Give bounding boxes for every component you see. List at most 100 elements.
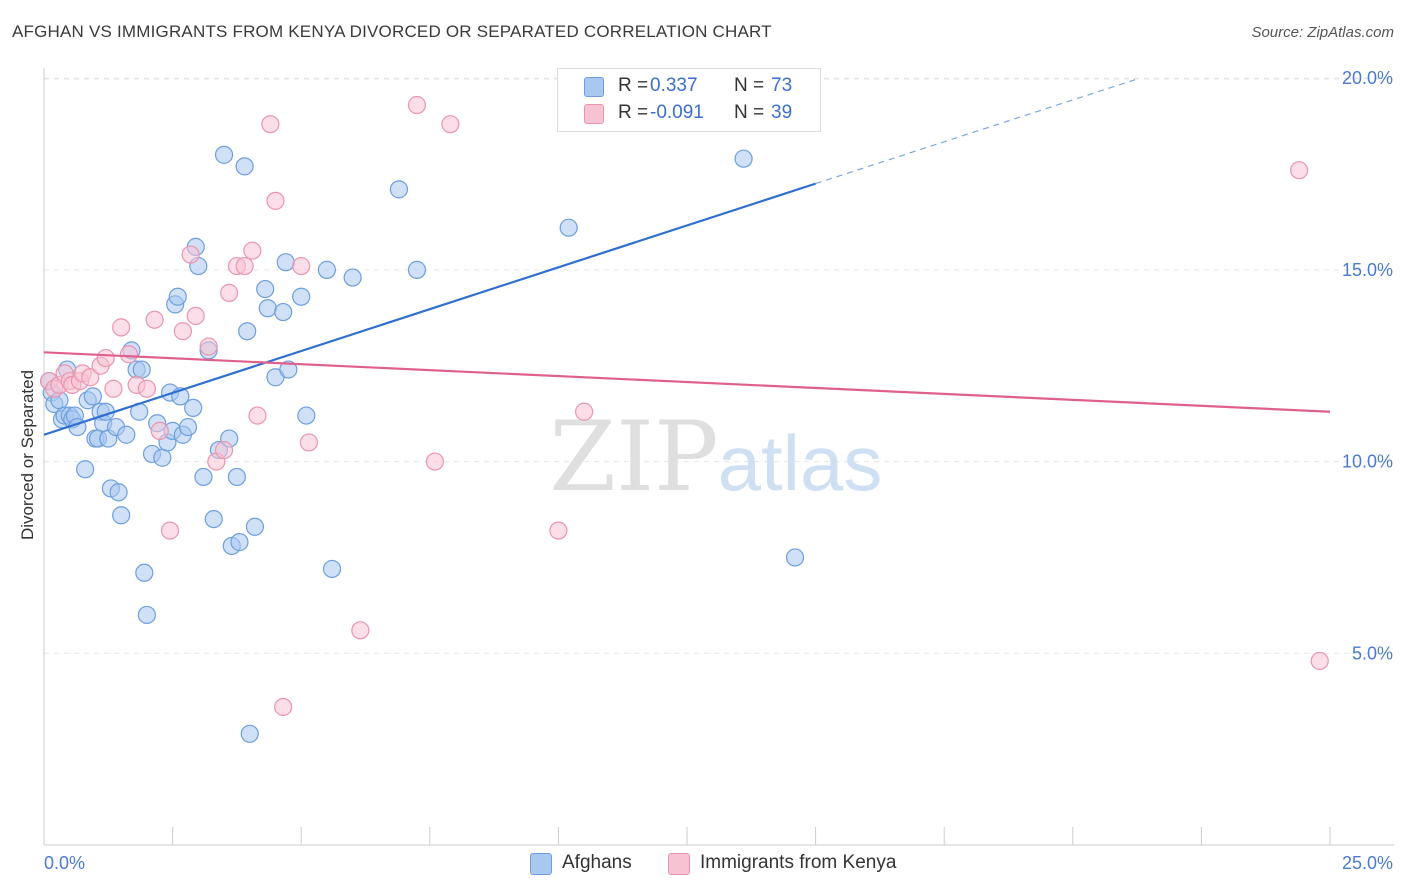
x-tick-label: 0.0% [44, 853, 85, 873]
data-point [112, 506, 131, 525]
data-point [194, 467, 213, 487]
data-point [322, 559, 342, 579]
watermark: ZIP atlas [549, 401, 882, 513]
data-point [83, 387, 102, 406]
data-point [274, 302, 293, 322]
data-point [117, 425, 136, 444]
stats-swatch-kenya [584, 104, 604, 124]
axes [43, 68, 1394, 846]
data-point [132, 360, 151, 379]
data-point [256, 279, 275, 299]
tick-labels: 5.0% 10.0% 15.0% 20.0% 0.0% 25.0% [44, 68, 1393, 873]
y-tick-label: 10.0% [1342, 452, 1393, 472]
legend-label-kenya: Immigrants from Kenya [700, 852, 897, 873]
data-point [137, 605, 156, 625]
y-tick-label: 20.0% [1342, 68, 1393, 88]
r-label: R = [618, 102, 649, 123]
data-point [245, 517, 265, 536]
x-tick-label: 25.0% [1342, 853, 1393, 873]
r-label: R = [618, 75, 649, 96]
stats-row-kenya: R = -0.091 N = 39 [558, 100, 820, 127]
data-point [235, 256, 254, 276]
data-point [173, 322, 192, 341]
trend-line-afghans [43, 182, 816, 436]
data-point [734, 149, 753, 168]
data-point [81, 368, 100, 387]
data-point [441, 115, 460, 134]
data-point [119, 345, 138, 364]
data-point [96, 348, 115, 368]
data-point [575, 402, 594, 421]
data-point [1290, 161, 1309, 180]
data-point [181, 245, 200, 264]
data-point [559, 218, 578, 237]
data-point [160, 521, 180, 540]
data-point [549, 521, 568, 540]
stats-row-afghans: R = 0.337 N = 73 [558, 73, 820, 100]
data-point [178, 417, 198, 437]
legend-swatch-kenya [668, 853, 690, 875]
data-point [276, 253, 295, 272]
data-point [274, 697, 293, 717]
stats-swatch-afghans [584, 77, 604, 97]
n-label: N = [734, 102, 765, 123]
data-point [238, 322, 257, 341]
data-point [199, 337, 218, 356]
data-point [214, 145, 234, 164]
legend-label-afghans: Afghans [562, 852, 632, 873]
data-point [150, 421, 169, 441]
data-point [279, 360, 298, 379]
data-point [104, 379, 123, 398]
data-point [137, 379, 156, 398]
data-point [1310, 651, 1329, 671]
data-point [292, 256, 311, 276]
r-value: 0.337 [650, 75, 698, 96]
legend-swatch-afghans [530, 853, 552, 875]
trend-line-kenya [43, 351, 1331, 413]
n-value: 39 [771, 102, 793, 123]
data-point [266, 191, 285, 210]
data-point [235, 157, 254, 176]
source-label: Source: ZipAtlas.com [1251, 24, 1394, 41]
series-kenya-points [40, 95, 1329, 717]
n-value: 73 [771, 75, 793, 96]
data-point [184, 398, 203, 418]
data-point [407, 95, 427, 115]
data-point [112, 318, 131, 337]
y-tick-label: 5.0% [1352, 643, 1393, 663]
data-point [243, 241, 262, 260]
data-point [153, 448, 172, 467]
data-point [343, 268, 362, 287]
data-point [135, 563, 154, 582]
data-point [258, 299, 277, 318]
data-point [240, 724, 259, 743]
data-point [214, 440, 234, 460]
data-point [227, 467, 246, 487]
data-point [230, 533, 249, 552]
data-point [204, 509, 223, 529]
data-point [186, 306, 205, 325]
data-point [292, 287, 311, 306]
data-point [407, 260, 427, 279]
data-point [109, 483, 128, 502]
n-label: N = [734, 75, 765, 96]
chart-title: AFGHAN VS IMMIGRANTS FROM KENYA DIVORCED… [12, 22, 772, 41]
data-point [168, 287, 187, 306]
data-point [425, 452, 445, 471]
data-point [299, 433, 319, 452]
watermark-zip: ZIP [549, 401, 718, 513]
trend-lines [43, 77, 1331, 436]
data-point [248, 406, 267, 425]
data-point [297, 406, 316, 425]
data-point [145, 310, 164, 329]
trend-extension-afghans [815, 77, 1140, 185]
stats-box: R = 0.337 N = 73 R = -0.091 N = 39 [557, 68, 821, 132]
data-point [389, 180, 409, 199]
watermark-atlas: atlas [718, 419, 883, 507]
data-point [220, 283, 239, 302]
data-point [351, 621, 370, 640]
y-tick-label: 15.0% [1342, 260, 1393, 280]
data-point [261, 115, 280, 134]
data-point [76, 460, 95, 479]
